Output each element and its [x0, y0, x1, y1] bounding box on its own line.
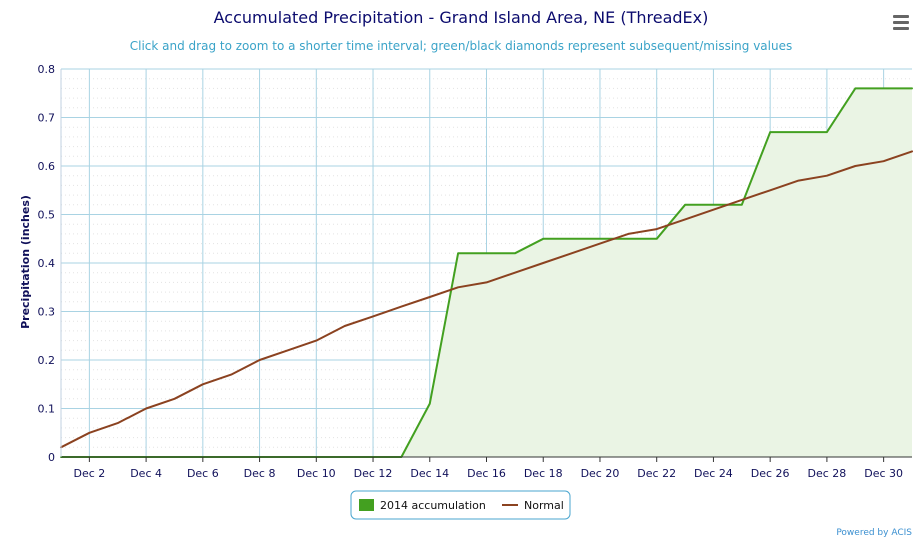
- y-tick-label: 0.1: [38, 403, 56, 416]
- y-tick-label: 0.8: [38, 63, 56, 76]
- y-tick-label: 0.6: [38, 160, 56, 173]
- x-tick-label: Dec 4: [130, 467, 162, 480]
- x-tick-label: Dec 20: [581, 467, 620, 480]
- y-tick-label: 0.2: [38, 354, 56, 367]
- y-tick-label: 0.7: [38, 112, 56, 125]
- legend-box: [350, 490, 571, 520]
- x-tick-label: Dec 14: [410, 467, 449, 480]
- y-tick-label: 0.4: [38, 257, 56, 270]
- credits-link[interactable]: Powered by ACIS: [836, 528, 912, 538]
- y-axis-label: Precipitation (inches): [19, 195, 32, 329]
- x-tick-label: Dec 16: [467, 467, 506, 480]
- x-axis-ticks: Dec 2 Dec 4 Dec 6 Dec 8 Dec 10 Dec 12 Dec 14 De…: [73, 457, 903, 480]
- legend-swatch-2014-accumulation: [359, 499, 374, 511]
- y-tick-label: 0.5: [38, 209, 56, 222]
- series-area-2014-accumulation: [61, 88, 912, 458]
- menu-button[interactable]: [888, 10, 914, 34]
- x-tick-label: Dec 12: [354, 467, 393, 480]
- legend-item-normal[interactable]: Normal: [502, 499, 564, 512]
- x-tick-label: Dec 24: [694, 467, 733, 480]
- y-tick-label: 0.3: [38, 306, 56, 319]
- x-tick-label: Dec 2: [73, 467, 105, 480]
- x-tick-label: Dec 18: [524, 467, 563, 480]
- x-tick-label: Dec 8: [244, 467, 276, 480]
- x-tick-label: Dec 22: [637, 467, 676, 480]
- legend-item-2014-accumulation[interactable]: 2014 accumulation: [359, 499, 486, 512]
- chart-subtitle: Click and drag to zoom to a shorter time…: [130, 39, 792, 53]
- y-axis-ticks: 0 0.1 0.2 0.3 0.4 0.5 0.6 0.7 0.8: [38, 63, 56, 464]
- x-tick-label: Dec 6: [187, 467, 219, 480]
- x-tick-label: Dec 28: [808, 467, 847, 480]
- x-tick-label: Dec 30: [864, 467, 903, 480]
- hamburger-menu-icon: [893, 15, 909, 30]
- series-line-normal[interactable]: [60, 150, 913, 449]
- legend: 2014 accumulation Normal: [350, 490, 571, 520]
- legend-label-2014-accumulation: 2014 accumulation: [380, 499, 486, 512]
- x-tick-label: Dec 26: [751, 467, 790, 480]
- x-tick-label: Dec 10: [297, 467, 336, 480]
- legend-label-normal: Normal: [524, 499, 564, 512]
- chart-title: Accumulated Precipitation - Grand Island…: [214, 8, 709, 27]
- y-tick-label: 0: [48, 451, 55, 464]
